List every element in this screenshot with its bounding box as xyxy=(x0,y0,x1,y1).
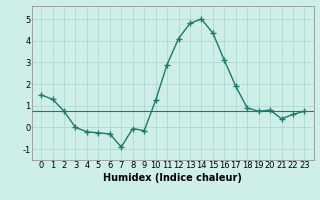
X-axis label: Humidex (Indice chaleur): Humidex (Indice chaleur) xyxy=(103,173,242,183)
